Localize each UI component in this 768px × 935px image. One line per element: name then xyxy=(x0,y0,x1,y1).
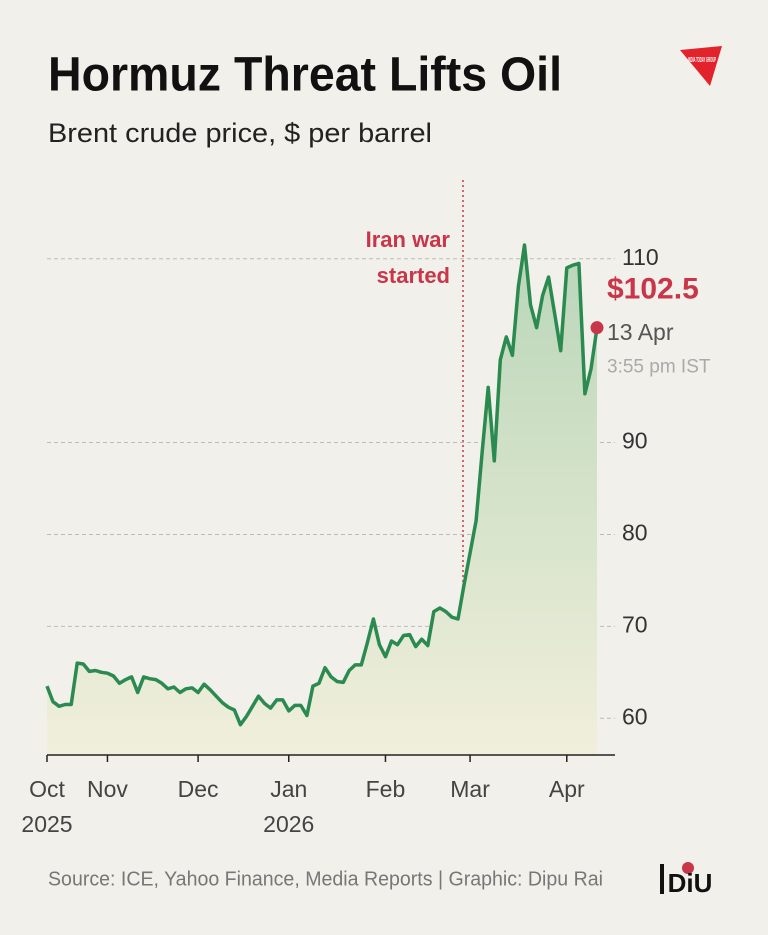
x-tick-label: Jan 2026 xyxy=(263,776,315,837)
logo-shape xyxy=(680,46,722,86)
y-tick-label: 90 xyxy=(622,428,648,454)
chart-subtitle: Brent crude price, $ per barrel xyxy=(48,118,432,148)
x-tick-label: Apr xyxy=(548,776,585,802)
y-tick-label: 110 xyxy=(622,244,659,270)
x-tick-label: Dec xyxy=(177,776,219,802)
y-tick-label: 60 xyxy=(622,703,648,729)
line xyxy=(45,243,599,727)
area xyxy=(47,245,597,755)
time-label: 3:55 pm IST xyxy=(607,357,711,378)
y-tick-label: 70 xyxy=(622,611,648,637)
x-tick-label: Oct 2025 xyxy=(21,776,73,837)
x-tick-label: Feb xyxy=(365,776,406,802)
logo-dot xyxy=(682,862,694,874)
date-label: 13 Apr xyxy=(607,319,674,345)
logo-text: INDIA TODAY GROUP xyxy=(688,57,716,64)
logo-text: DiU xyxy=(668,868,713,898)
last-point xyxy=(590,321,604,335)
chart-title: Hormuz Threat Lifts Oil xyxy=(48,49,562,102)
diu-logo: DiU xyxy=(660,862,712,898)
value-label: $102.5 xyxy=(607,273,699,306)
event-label: Iran war started xyxy=(365,227,450,288)
x-tick-label: Nov xyxy=(86,776,128,802)
y-tick-label: 80 xyxy=(622,520,648,546)
india-today-logo: INDIA TODAY GROUP xyxy=(680,46,722,86)
source: Source: ICE, Yahoo Finance, Media Report… xyxy=(48,868,603,890)
logo-bar xyxy=(660,864,664,894)
x-tick-label: Mar xyxy=(450,776,490,802)
